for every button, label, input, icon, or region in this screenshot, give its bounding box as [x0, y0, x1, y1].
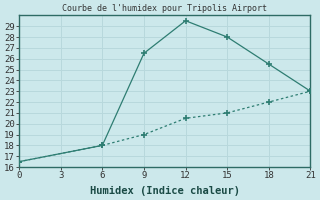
Title: Courbe de l'humidex pour Tripolis Airport: Courbe de l'humidex pour Tripolis Airpor…	[62, 4, 267, 13]
X-axis label: Humidex (Indice chaleur): Humidex (Indice chaleur)	[90, 186, 240, 196]
